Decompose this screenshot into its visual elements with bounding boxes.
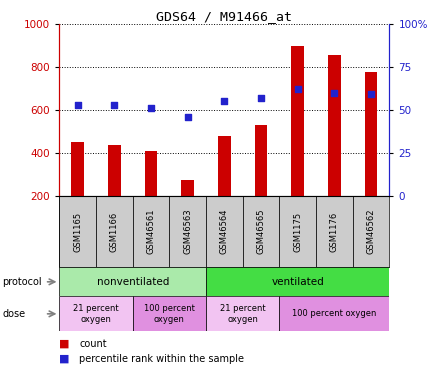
Point — [111, 102, 118, 108]
Text: 100 percent oxygen: 100 percent oxygen — [292, 309, 377, 318]
Bar — [206, 196, 243, 267]
Bar — [365, 72, 378, 196]
Text: ■: ■ — [59, 339, 70, 349]
Bar — [279, 296, 389, 331]
Text: 100 percent
oxygen: 100 percent oxygen — [144, 304, 195, 324]
Bar — [255, 125, 268, 196]
Point — [257, 95, 264, 101]
Text: dose: dose — [2, 309, 26, 319]
Text: GSM1165: GSM1165 — [73, 212, 82, 251]
Bar — [59, 296, 133, 331]
Title: GDS64 / M91466_at: GDS64 / M91466_at — [156, 10, 293, 23]
Text: GSM46563: GSM46563 — [183, 209, 192, 254]
Bar — [59, 196, 96, 267]
Bar — [206, 296, 279, 331]
Bar — [316, 196, 353, 267]
Point — [147, 105, 154, 111]
Bar — [133, 296, 206, 331]
Bar — [108, 145, 121, 196]
Text: GSM46564: GSM46564 — [220, 209, 229, 254]
Text: ■: ■ — [59, 354, 70, 364]
Bar — [328, 55, 341, 196]
Text: 21 percent
oxygen: 21 percent oxygen — [73, 304, 119, 324]
Bar — [353, 196, 389, 267]
Point — [294, 86, 301, 92]
Bar — [181, 180, 194, 196]
Bar — [169, 196, 206, 267]
Point — [331, 90, 338, 96]
Text: count: count — [79, 339, 107, 349]
Text: percentile rank within the sample: percentile rank within the sample — [79, 354, 244, 364]
Text: GSM46562: GSM46562 — [367, 209, 376, 254]
Point — [184, 114, 191, 120]
Bar — [71, 142, 84, 196]
Text: ventilated: ventilated — [271, 277, 324, 287]
Bar — [291, 46, 304, 196]
Point — [74, 102, 81, 108]
Text: nonventilated: nonventilated — [96, 277, 169, 287]
Text: GSM1176: GSM1176 — [330, 212, 339, 251]
Bar — [206, 267, 389, 296]
Point — [221, 98, 228, 104]
Text: GSM46561: GSM46561 — [147, 209, 156, 254]
Text: 21 percent
oxygen: 21 percent oxygen — [220, 304, 266, 324]
Bar — [279, 196, 316, 267]
Bar — [133, 196, 169, 267]
Bar — [145, 151, 158, 196]
Bar — [218, 135, 231, 196]
Text: protocol: protocol — [2, 277, 42, 287]
Bar — [59, 267, 206, 296]
Point — [367, 92, 374, 97]
Bar — [96, 196, 133, 267]
Bar — [243, 196, 279, 267]
Text: GSM46565: GSM46565 — [257, 209, 266, 254]
Text: GSM1175: GSM1175 — [293, 212, 302, 251]
Text: GSM1166: GSM1166 — [110, 212, 119, 251]
